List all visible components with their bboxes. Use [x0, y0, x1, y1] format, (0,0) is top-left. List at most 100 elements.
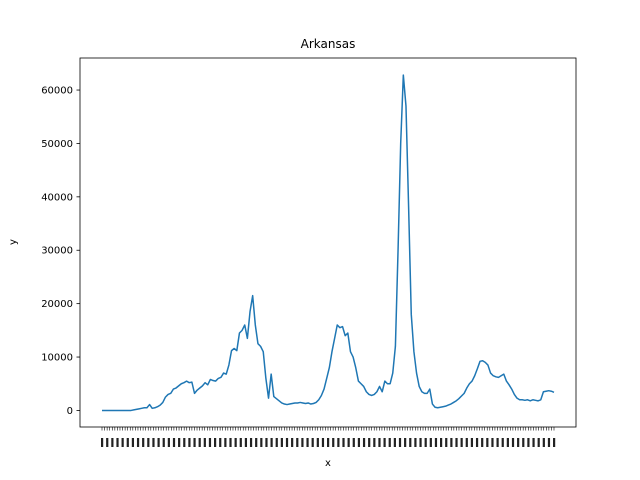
x-tick-label — [244, 438, 248, 447]
x-tick-label — [511, 438, 515, 447]
x-tick-label — [424, 438, 427, 447]
x-tick-label — [162, 438, 165, 447]
x-tick-label — [434, 438, 438, 447]
x-tick-label — [352, 438, 355, 447]
y-tick-label: 10000 — [41, 353, 73, 364]
x-tick-label — [347, 438, 350, 447]
x-tick-label — [393, 438, 396, 447]
y-tick-label: 60000 — [41, 86, 73, 97]
x-tick-label — [337, 438, 340, 447]
y-tick-label: 20000 — [41, 299, 73, 310]
x-tick-label — [121, 438, 124, 447]
x-tick-label — [234, 438, 237, 447]
x-tick-label — [116, 438, 119, 447]
x-axis-ticks — [101, 427, 556, 447]
x-tick-label — [229, 438, 232, 447]
x-tick-label — [547, 438, 551, 447]
x-tick-label — [131, 438, 135, 447]
x-tick-label — [301, 438, 304, 447]
x-tick-label — [342, 438, 345, 447]
y-axis-label: y — [8, 239, 19, 245]
x-tick-label — [296, 438, 299, 447]
x-tick-label — [383, 438, 386, 447]
x-tick-label — [491, 438, 494, 447]
y-axis-ticks: 0 10000 20000 30000 40000 50000 60000 — [41, 86, 80, 417]
x-tick-label — [265, 438, 268, 447]
x-tick-label — [332, 438, 335, 447]
x-tick-label — [522, 438, 525, 447]
x-tick-label — [429, 438, 432, 447]
y-tick-label: 30000 — [41, 246, 73, 257]
x-tick-label — [404, 438, 407, 447]
x-tick-label — [398, 438, 402, 447]
x-tick-label — [419, 438, 422, 447]
x-tick-label — [260, 438, 263, 447]
x-tick-label — [321, 438, 325, 447]
x-tick-label — [368, 438, 371, 447]
x-tick-label — [465, 438, 468, 447]
x-tick-label — [214, 438, 217, 447]
x-tick-label — [481, 438, 484, 447]
x-tick-label — [126, 438, 129, 447]
y-tick-label: 40000 — [41, 192, 73, 203]
x-tick-label — [208, 438, 212, 447]
x-axis-label: x — [325, 458, 331, 469]
x-tick-label — [172, 438, 176, 447]
x-tick-label — [178, 438, 181, 447]
x-tick-label — [306, 438, 309, 447]
x-tick-label — [362, 438, 366, 447]
x-tick-label — [203, 438, 206, 447]
x-tick-label — [501, 438, 504, 447]
x-tick-label — [486, 438, 489, 447]
x-tick-label — [147, 438, 150, 447]
x-tick-label — [291, 438, 294, 447]
x-tick-label — [270, 438, 273, 447]
x-tick-label — [527, 438, 530, 447]
x-tick-label — [517, 438, 520, 447]
x-tick-label — [239, 438, 242, 447]
x-tick-label — [136, 438, 140, 447]
chart-title: Arkansas — [301, 37, 356, 51]
x-tick-label — [193, 438, 196, 447]
x-tick-label — [542, 438, 545, 447]
x-tick-label — [553, 438, 556, 447]
x-tick-label — [188, 438, 191, 447]
x-tick-label — [506, 438, 509, 447]
x-tick-label — [152, 438, 155, 447]
x-tick-label — [445, 438, 448, 447]
x-tick-label — [198, 438, 201, 447]
x-tick-label — [378, 438, 381, 447]
y-tick-label: 0 — [67, 406, 73, 417]
x-tick-label — [388, 438, 391, 447]
x-tick-label — [157, 438, 160, 447]
x-tick-label — [183, 438, 186, 447]
x-tick-label — [409, 438, 412, 447]
x-tick-label — [532, 438, 535, 447]
y-tick-label: 50000 — [41, 139, 73, 150]
x-tick-label — [537, 438, 540, 447]
plot-area-frame — [79, 57, 577, 428]
x-tick-label — [316, 438, 319, 447]
x-tick-label — [101, 438, 104, 447]
x-tick-label — [414, 438, 417, 447]
x-tick-label — [311, 438, 314, 447]
x-tick-label — [285, 438, 289, 447]
x-tick-label — [280, 438, 283, 447]
x-tick-label — [275, 438, 278, 447]
x-tick-label — [106, 438, 109, 447]
x-tick-label — [475, 438, 479, 447]
series-line — [102, 74, 555, 412]
x-tick-label — [219, 438, 222, 447]
x-tick-label — [496, 438, 499, 447]
x-tick-label — [460, 438, 463, 447]
x-tick-label — [327, 438, 330, 447]
x-tick-label — [142, 438, 145, 447]
x-tick-label — [255, 438, 258, 447]
x-tick-label — [373, 438, 376, 447]
x-tick-label — [357, 438, 361, 447]
x-tick-label — [224, 438, 227, 447]
x-tick-label — [167, 438, 170, 447]
x-tick-label — [249, 438, 253, 447]
